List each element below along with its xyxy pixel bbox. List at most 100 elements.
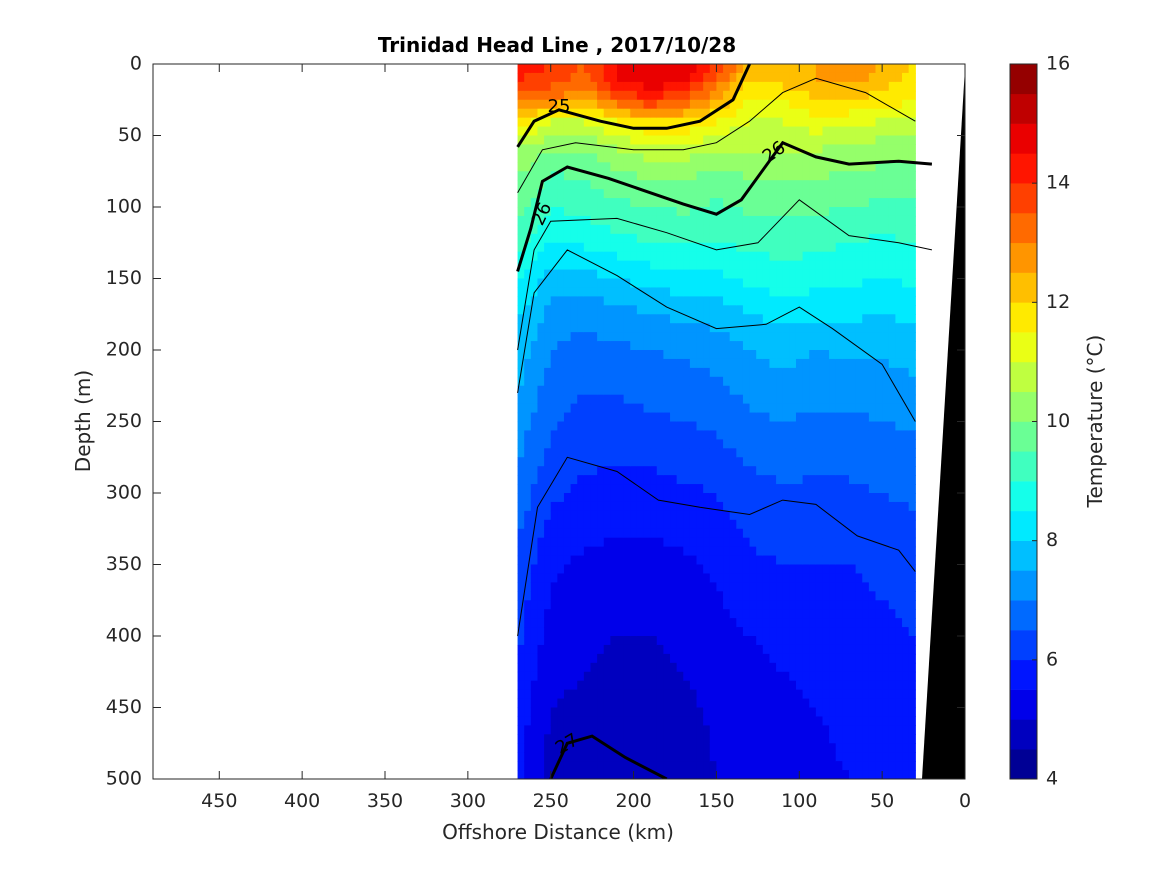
temperature-cell [855,117,863,128]
colorbar-swatch [1010,361,1037,393]
temperature-cell [524,305,532,315]
temperature-cell [610,591,618,601]
temperature-cell [656,350,664,360]
temperature-cell [603,618,611,628]
temperature-cell [663,358,671,369]
temperature-cell [736,770,744,779]
temperature-cell [689,269,698,280]
temperature-cell [809,627,817,637]
temperature-cell [636,153,645,163]
temperature-cell [888,609,896,619]
temperature-cell [537,618,545,628]
temperature-cell [696,430,704,440]
temperature-cell [636,448,645,458]
temperature-cell [524,108,532,119]
temperature-cell [782,224,790,235]
temperature-cell [742,734,751,744]
temperature-cell [855,457,863,467]
temperature-cell [716,171,724,181]
temperature-cell [749,609,757,619]
temperature-cell [617,72,625,83]
temperature-cell [696,537,704,548]
temperature-cell [769,341,777,351]
temperature-cell [769,171,777,181]
temperature-cell [683,716,691,726]
temperature-cell [795,519,804,530]
temperature-cell [570,653,578,664]
temperature-cell [835,135,843,146]
temperature-cell [563,332,572,342]
temperature-cell [716,519,724,530]
temperature-cell [862,528,870,539]
temperature-cell [742,501,751,512]
colorbar-swatch [1010,153,1037,184]
temperature-cell [597,627,605,637]
temperature-cell [756,341,764,351]
temperature-cell [603,296,611,306]
temperature-cell [563,64,572,74]
temperature-cell [736,609,744,619]
temperature-cell [689,421,698,432]
temperature-cell [524,358,532,369]
temperature-cell [815,609,824,619]
temperature-cell [590,153,598,163]
temperature-cell [563,117,572,128]
temperature-cell [643,260,651,271]
temperature-cell [802,761,810,771]
temperature-cell [789,680,797,691]
temperature-cell [663,341,671,351]
temperature-cell [617,734,625,744]
temperature-cell [835,627,843,637]
temperature-cell [842,582,850,592]
temperature-cell [829,412,837,423]
temperature-cell [610,251,618,262]
temperature-cell [550,358,558,369]
temperature-cell [636,618,645,628]
temperature-cell [563,305,572,315]
temperature-cell [656,734,664,744]
temperature-cell [709,314,718,324]
temperature-cell [530,573,539,583]
temperature-cell [650,689,658,700]
temperature-cell [597,350,605,360]
temperature-cell [703,689,711,700]
temperature-cell [696,582,704,592]
temperature-cell [650,135,658,146]
temperature-cell [636,99,645,110]
temperature-cell [736,171,744,181]
temperature-cell [617,207,625,217]
temperature-cell [703,591,711,601]
temperature-cell [908,493,916,503]
temperature-cell [882,153,890,163]
temperature-cell [537,189,545,199]
temperature-cell [835,99,843,110]
temperature-cell [636,564,645,575]
temperature-cell [663,385,671,396]
temperature-cell [636,457,645,467]
temperature-cell [530,457,539,467]
temperature-cell [835,189,843,199]
temperature-cell [782,725,790,735]
temperature-cell [670,403,678,414]
temperature-cell [842,358,850,369]
temperature-cell [849,108,857,119]
temperature-cell [849,180,857,190]
temperature-cell [895,269,903,280]
temperature-cell [597,555,605,566]
temperature-cell [524,144,532,154]
temperature-cell [829,215,837,226]
temperature-cell [902,358,910,369]
temperature-cell [696,180,704,190]
temperature-cell [670,153,678,163]
temperature-cell [636,144,645,154]
temperature-cell [769,224,777,235]
temperature-cell [902,493,910,503]
temperature-cell [683,296,691,306]
temperature-cell [742,376,751,387]
temperature-cell [736,198,744,208]
temperature-cell [762,546,771,557]
temperature-cell [577,323,585,333]
temperature-cell [524,81,532,92]
temperature-cell [656,582,664,592]
temperature-cell [835,144,843,154]
